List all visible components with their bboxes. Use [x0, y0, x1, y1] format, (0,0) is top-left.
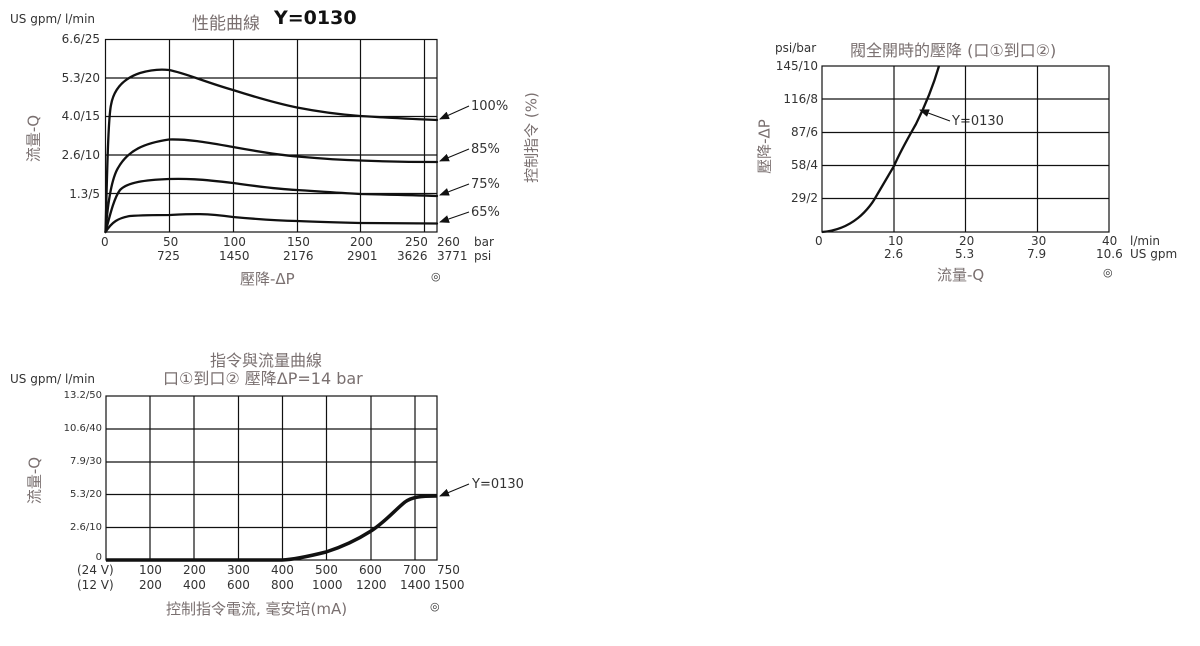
x-axis-label: 控制指令電流, 毫安培(mA) — [166, 600, 348, 618]
symbol-icon: ◎ — [430, 600, 440, 613]
x-tick-lpm: 0 — [815, 234, 823, 248]
y-tick: 10.6/40 — [63, 423, 102, 434]
y-tick: 1.3/5 — [69, 187, 100, 201]
chart1-curves — [104, 68, 439, 234]
x-tick-24v: 700 — [403, 563, 426, 577]
x-tick-lpm: 20 — [959, 234, 975, 248]
x-tick-psi: 2176 — [283, 249, 314, 263]
curve-75 — [104, 177, 439, 234]
x-tick-gpm: 2.6 — [884, 247, 904, 261]
x-axis-label: 流量-Q — [937, 266, 985, 284]
y-tick: 58/4 — [791, 158, 818, 172]
chart-subtitle: 口①到口② 壓降ΔP=14 bar — [163, 369, 363, 388]
curve-label: Y=0130 — [472, 477, 524, 492]
chart-title: 性能曲線 — [192, 14, 260, 34]
symbol-icon: ◎ — [431, 270, 441, 283]
model-code: Y=0130 — [274, 7, 357, 29]
x-unit-bar: bar — [474, 235, 494, 249]
y-tick: 116/8 — [783, 92, 818, 106]
x-axis-label: 壓降-ΔP — [240, 270, 295, 288]
x-tick-24v: 750 — [437, 563, 460, 577]
x-tick-psi: 2901 — [347, 249, 378, 263]
y-tick: 6.6/25 — [61, 32, 100, 46]
x-tick-12v: 1000 — [312, 578, 343, 592]
x-tick-24v: 400 — [271, 563, 294, 577]
y-unit-label: psi/bar — [775, 41, 817, 55]
y-tick: 2.6/10 — [61, 148, 100, 162]
curve-label-65: 65% — [471, 205, 500, 220]
curve-label-85: 85% — [471, 142, 500, 157]
symbol-icon: ◎ — [1103, 266, 1113, 279]
chart1-grid — [104, 38, 438, 233]
y-unit-label: US gpm/ l/min — [10, 12, 96, 26]
x-tick-bar: 0 — [101, 235, 109, 249]
chart2-grid — [821, 65, 1110, 233]
y-tick: 0 — [95, 552, 102, 563]
curve-label-75: 75% — [471, 177, 500, 192]
x-tick-gpm: 10.6 — [1096, 247, 1123, 261]
x-tick-24v: 600 — [359, 563, 382, 577]
x-tick-24v: 300 — [227, 563, 250, 577]
chart1-arrows — [439, 105, 470, 223]
x-tick-bar: 50 — [163, 235, 179, 249]
x-unit-gpm: US gpm — [1130, 247, 1178, 261]
x-tick-12v: 600 — [227, 578, 250, 592]
x-tick-lpm: 30 — [1031, 234, 1047, 248]
y-tick: 4.0/15 — [61, 109, 100, 123]
y-unit-label: US gpm/ l/min — [10, 372, 96, 386]
chart3-arrow — [439, 483, 470, 497]
y-tick: 7.9/30 — [70, 456, 102, 467]
curve-85 — [104, 138, 439, 234]
x-tick-psi: 725 — [157, 249, 180, 263]
x-tick-12v: 1200 — [356, 578, 387, 592]
x-tick-12v: 400 — [183, 578, 206, 592]
chart3-grid — [105, 395, 438, 561]
y-tick: 87/6 — [791, 125, 818, 139]
x-tick-12v: 800 — [271, 578, 294, 592]
x-unit-psi: psi — [474, 249, 492, 263]
x-tick-12v: 200 — [139, 578, 162, 592]
chart2-curve — [821, 65, 941, 234]
x-tick-lpm: 10 — [888, 234, 904, 248]
x-tick-12v: 1400 — [400, 578, 431, 592]
x-tick-24v: (24 V) — [77, 563, 114, 577]
x-tick-bar: 150 — [287, 235, 310, 249]
x-tick-12v: 1500 — [434, 578, 465, 592]
x-tick-24v: 500 — [315, 563, 338, 577]
x-tick-bar: 260 — [437, 235, 460, 249]
chart3-curve — [106, 494, 438, 562]
x-tick-psi: 1450 — [219, 249, 250, 263]
curve-label-100: 100% — [471, 99, 509, 114]
curve-65 — [104, 212, 439, 234]
chart2-arrow — [919, 109, 951, 122]
x-tick-psi: 3771 — [437, 249, 468, 263]
x-tick-12v: (12 V) — [77, 578, 114, 592]
x-tick-24v: 200 — [183, 563, 206, 577]
x-tick-psi: 3626 — [397, 249, 428, 263]
y-tick: 145/10 — [775, 59, 818, 73]
x-unit-lpm: l/min — [1130, 234, 1161, 248]
x-tick-bar: 100 — [223, 235, 246, 249]
x-tick-gpm: 7.9 — [1027, 247, 1047, 261]
x-tick-24v: 100 — [139, 563, 162, 577]
chart-title: 閥全開時的壓降 (口①到口②) — [850, 41, 1057, 60]
x-tick-bar: 200 — [350, 235, 373, 249]
x-tick-lpm: 40 — [1102, 234, 1118, 248]
curve-100 — [104, 68, 439, 234]
y-tick: 5.3/20 — [61, 71, 100, 85]
x-tick-bar: 250 — [405, 235, 428, 249]
x-tick-gpm: 5.3 — [955, 247, 975, 261]
y-tick: 29/2 — [791, 191, 818, 205]
y-tick: 13.2/50 — [63, 390, 102, 401]
chart-title: 指令與流量曲線 — [210, 351, 323, 370]
y-tick: 5.3/20 — [70, 489, 102, 500]
y-tick: 2.6/10 — [70, 522, 102, 533]
